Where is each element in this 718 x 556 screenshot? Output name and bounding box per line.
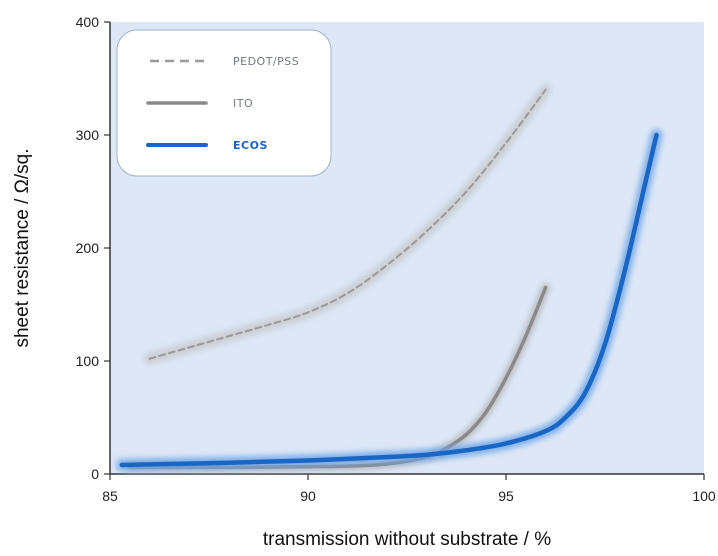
legend-item-pedot: PEDOT/PSS [142, 55, 299, 68]
y-tick-label: 300 [76, 127, 100, 143]
series-pedot-pss-line [148, 88, 547, 360]
legend-label-pedot: PEDOT/PSS [233, 55, 299, 68]
legend-item-ecos: ECOS [143, 139, 268, 152]
legend-label-ito: ITO [233, 97, 253, 110]
x-tick-label: 90 [300, 488, 316, 504]
y-tick-label: 400 [76, 14, 100, 30]
legend: PEDOT/PSS ITO ECOS [116, 29, 332, 177]
y-tick-label: 0 [91, 466, 99, 482]
x-axis-label: transmission without substrate / % [263, 529, 551, 550]
x-tick-label: 95 [498, 488, 514, 504]
y-tick-label: 100 [76, 353, 100, 369]
x-tick-label: 85 [102, 488, 118, 504]
series-layer [115, 83, 663, 472]
series-ecos-line [119, 132, 659, 468]
series-ecos [115, 129, 663, 471]
legend-label-ecos: ECOS [233, 139, 268, 152]
legend-item-ito: ITO [144, 97, 253, 110]
y-tick-label: 200 [76, 240, 100, 256]
x-tick-label: 100 [692, 488, 716, 504]
y-axis-label: sheet resistance / Ω/sq. [12, 148, 33, 347]
ticks: 85 90 95 100 0 100 200 300 400 [76, 14, 716, 504]
series-pedot-pss [143, 83, 552, 365]
